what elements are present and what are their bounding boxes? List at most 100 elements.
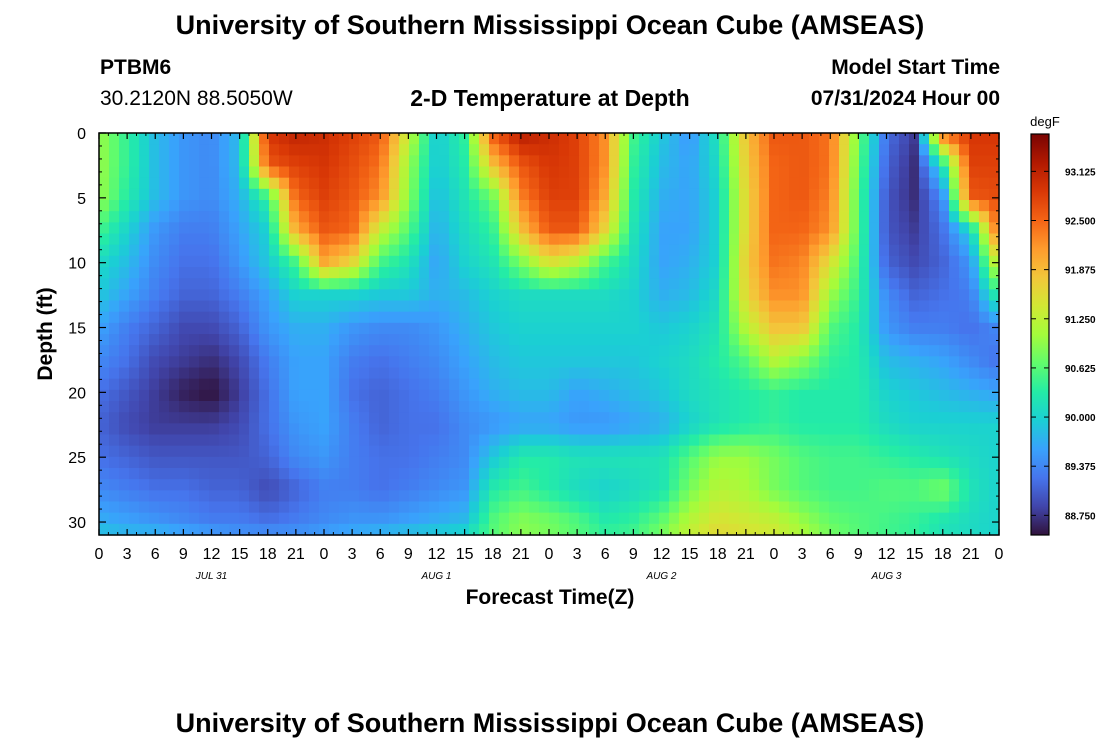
heatmap-cell — [379, 289, 390, 302]
heatmap-cell — [979, 367, 990, 380]
heatmap-cell — [489, 133, 500, 145]
heatmap-cell — [739, 523, 750, 536]
heatmap-cell — [589, 144, 600, 156]
heatmap-cell — [349, 166, 360, 179]
heatmap-cell — [219, 479, 230, 491]
heatmap-cell — [719, 334, 730, 346]
heatmap-cell — [989, 166, 1000, 179]
heatmap-cell — [669, 367, 680, 380]
heatmap-cell — [539, 267, 550, 279]
heatmap-cell — [839, 311, 850, 324]
heatmap-cell — [859, 367, 870, 380]
heatmap-cell — [949, 512, 960, 525]
heatmap-cell — [119, 255, 130, 268]
heatmap-cell — [159, 177, 170, 190]
heatmap-cell — [389, 490, 400, 503]
heatmap-cell — [809, 311, 820, 324]
heatmap-cell — [379, 166, 390, 179]
heatmap-cell — [689, 222, 700, 235]
heatmap-cell — [869, 311, 880, 324]
heatmap-cell — [799, 434, 810, 447]
heatmap-cell — [99, 278, 110, 290]
heatmap-cell — [729, 300, 740, 313]
heatmap-cell — [109, 412, 120, 424]
heatmap-cell — [679, 401, 690, 413]
heatmap-cell — [319, 334, 330, 346]
heatmap-cell — [639, 356, 650, 369]
heatmap-cell — [439, 434, 450, 447]
heatmap-cell — [429, 289, 440, 302]
heatmap-cell — [649, 211, 660, 223]
heatmap-cell — [529, 133, 540, 145]
heatmap-cell — [829, 434, 840, 447]
heatmap-cell — [469, 155, 480, 168]
heatmap-cell — [539, 334, 550, 346]
heatmap-cell — [799, 289, 810, 302]
heatmap-cell — [859, 133, 870, 145]
heatmap-cell — [949, 255, 960, 268]
heatmap-cell — [379, 200, 390, 212]
heatmap-cell — [849, 378, 860, 391]
heatmap-cell — [789, 267, 800, 279]
heatmap-cell — [669, 334, 680, 346]
heatmap-cell — [839, 278, 850, 290]
heatmap-cell — [469, 345, 480, 357]
heatmap-cell — [189, 188, 200, 201]
heatmap-cell — [339, 244, 350, 257]
heatmap-cell — [339, 445, 350, 458]
heatmap-cell — [939, 255, 950, 268]
heatmap-cell — [369, 133, 380, 145]
heatmap-cell — [159, 512, 170, 525]
heatmap-cell — [449, 133, 460, 145]
heatmap-cell — [439, 278, 450, 290]
heatmap-cell — [339, 233, 350, 246]
heatmap-cell — [959, 233, 970, 246]
heatmap-cell — [929, 434, 940, 447]
heatmap-cell — [189, 345, 200, 357]
heatmap-cell — [339, 211, 350, 223]
colorbar-tick-label: 91.875 — [1065, 266, 1096, 277]
heatmap-cell — [169, 289, 180, 302]
heatmap-cell — [149, 345, 160, 357]
heatmap-cell — [379, 211, 390, 223]
heatmap-cell — [99, 222, 110, 235]
heatmap-cell — [789, 512, 800, 525]
heatmap-cell — [759, 356, 770, 369]
heatmap-cell — [209, 378, 220, 391]
heatmap-cell — [779, 356, 790, 369]
heatmap-cell — [589, 300, 600, 313]
heatmap-cell — [909, 300, 920, 313]
heatmap-cell — [979, 222, 990, 235]
heatmap-cell — [429, 222, 440, 235]
heatmap-cell — [869, 188, 880, 201]
heatmap-cell — [919, 367, 930, 380]
heatmap-cell — [229, 468, 240, 480]
heatmap-cell — [499, 389, 510, 402]
heatmap-cell — [599, 367, 610, 380]
heatmap-cell — [619, 367, 630, 380]
heatmap-cell — [679, 311, 690, 324]
heatmap-cell — [149, 412, 160, 424]
heatmap-cell — [929, 378, 940, 391]
heatmap-cell — [559, 445, 570, 458]
heatmap-cell — [669, 490, 680, 503]
heatmap-cell — [239, 267, 250, 279]
heatmap-cell — [229, 479, 240, 491]
heatmap-cell — [559, 267, 570, 279]
heatmap-cell — [109, 423, 120, 436]
heatmap-cell — [739, 188, 750, 201]
heatmap-cell — [899, 334, 910, 346]
heatmap-cell — [709, 423, 720, 436]
y-tick-label: 15 — [68, 321, 86, 338]
heatmap-cell — [289, 378, 300, 391]
heatmap-cell — [769, 144, 780, 156]
heatmap-cell — [729, 255, 740, 268]
heatmap-cell — [679, 378, 690, 391]
heatmap-cell — [409, 155, 420, 168]
heatmap-cell — [659, 412, 670, 424]
heatmap-cell — [689, 211, 700, 223]
heatmap-cell — [219, 456, 230, 469]
heatmap-cell — [399, 456, 410, 469]
heatmap-cell — [459, 345, 470, 357]
heatmap-cell — [979, 233, 990, 246]
